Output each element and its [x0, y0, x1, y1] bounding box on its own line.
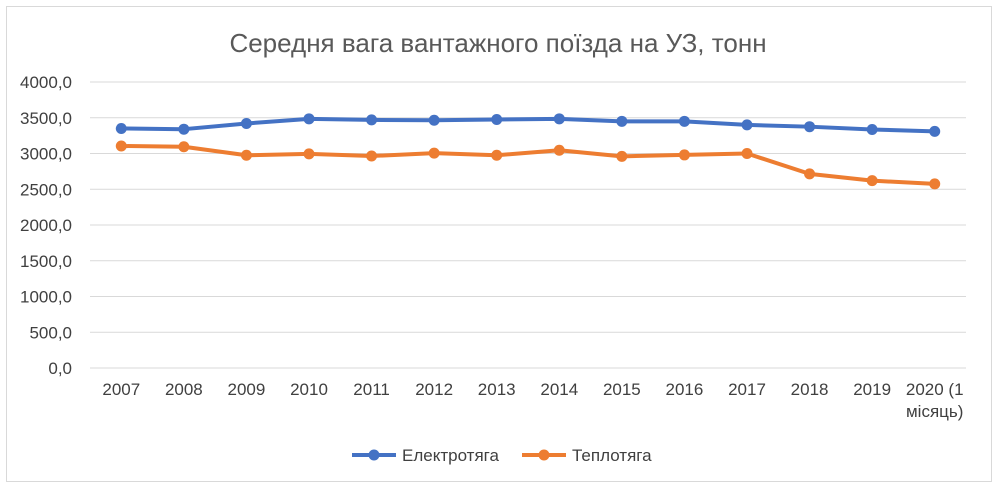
data-point: [678, 115, 690, 127]
data-point: [678, 149, 690, 161]
data-point: [616, 115, 628, 127]
legend-marker: [368, 449, 380, 461]
x-tick-label: 2016: [666, 380, 704, 399]
series-1: [115, 113, 941, 137]
data-point: [866, 175, 878, 187]
y-tick-label: 2500,0: [20, 180, 72, 199]
data-point: [115, 140, 127, 152]
data-point: [553, 113, 565, 125]
data-point: [741, 148, 753, 159]
series-layer: [115, 113, 941, 190]
data-point: [866, 124, 878, 136]
data-point: [178, 123, 190, 135]
y-tick-label: 0,0: [48, 359, 72, 378]
y-tick-label: 1000,0: [20, 288, 72, 307]
series-2: [115, 140, 941, 190]
data-point: [929, 125, 941, 137]
y-tick-label: 4000,0: [20, 73, 72, 92]
y-tick-label: 3000,0: [20, 145, 72, 164]
x-tick-label: 2010: [290, 380, 328, 399]
x-tick-label: 2007: [102, 380, 140, 399]
x-tick-label: 2015: [603, 380, 641, 399]
legend-marker: [538, 449, 550, 461]
x-tick-label: 2008: [165, 380, 203, 399]
x-axis-ticks: 2007 2008 2009 2010 2011 2012 2013 2014 2015 2016…: [102, 380, 963, 421]
data-point: [240, 149, 252, 161]
data-point: [428, 114, 440, 126]
data-point: [491, 114, 503, 126]
chart-frame: [6, 6, 992, 482]
data-point: [240, 117, 252, 129]
y-tick-label: 1500,0: [20, 252, 72, 271]
data-point: [178, 141, 190, 153]
y-axis-ticks: 0,0 500,0 1000,0 1500,0 2000,0 2500,0 3000,0 35…: [20, 73, 72, 378]
legend-label: Теплотяга: [572, 446, 652, 465]
x-tick-label: 2014: [540, 380, 578, 399]
data-point: [929, 178, 941, 190]
data-point: [115, 122, 127, 134]
data-point: [303, 148, 315, 160]
chart-title: Середня вага вантажного поїзда на УЗ, то…: [229, 28, 766, 58]
data-point: [428, 147, 440, 159]
data-point: [303, 113, 315, 125]
data-point: [366, 114, 378, 126]
data-point: [741, 119, 753, 131]
x-tick-label: 2013: [478, 380, 516, 399]
data-point: [616, 150, 628, 162]
data-point: [553, 144, 565, 156]
y-tick-label: 2000,0: [20, 216, 72, 235]
x-tick-label: 2018: [791, 380, 829, 399]
series-line: [119, 143, 937, 186]
x-tick-label: 2017: [728, 380, 766, 399]
series-line: [119, 116, 937, 134]
legend: Електротяга Теплотяга: [352, 446, 652, 465]
y-tick-label: 3500,0: [20, 109, 72, 128]
x-tick-label: 2020 (1 місяць): [906, 380, 964, 421]
data-point: [366, 150, 378, 162]
legend-label: Електротяга: [402, 446, 499, 465]
x-tick-label: 2009: [228, 380, 266, 399]
grid-layer: [90, 81, 966, 369]
legend-item: Електротяга: [352, 446, 499, 465]
data-point: [804, 121, 816, 133]
legend-item: Теплотяга: [522, 446, 652, 465]
data-point: [804, 168, 816, 180]
data-point: [491, 149, 503, 161]
x-tick-label: 2019: [853, 380, 891, 399]
x-tick-label: 2012: [415, 380, 453, 399]
x-tick-label: 2011: [353, 380, 390, 399]
y-tick-label: 500,0: [29, 323, 72, 342]
